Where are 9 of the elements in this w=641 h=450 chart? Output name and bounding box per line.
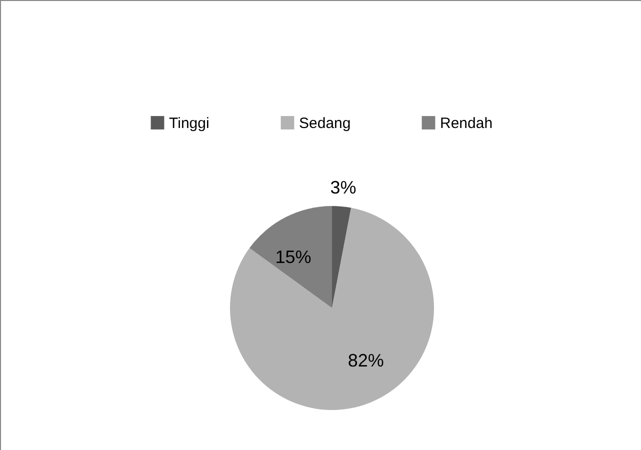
legend-label: Tinggi [169, 114, 210, 132]
data-label: 15% [275, 247, 312, 268]
data-label: 3% [330, 178, 356, 198]
pie-slice [249, 206, 332, 308]
pie-slice [332, 206, 352, 308]
data-label: 82% [348, 350, 384, 370]
legend-label: Sedang [299, 114, 351, 132]
pie-slice [230, 208, 434, 410]
legend-label: Rendah [440, 114, 493, 132]
